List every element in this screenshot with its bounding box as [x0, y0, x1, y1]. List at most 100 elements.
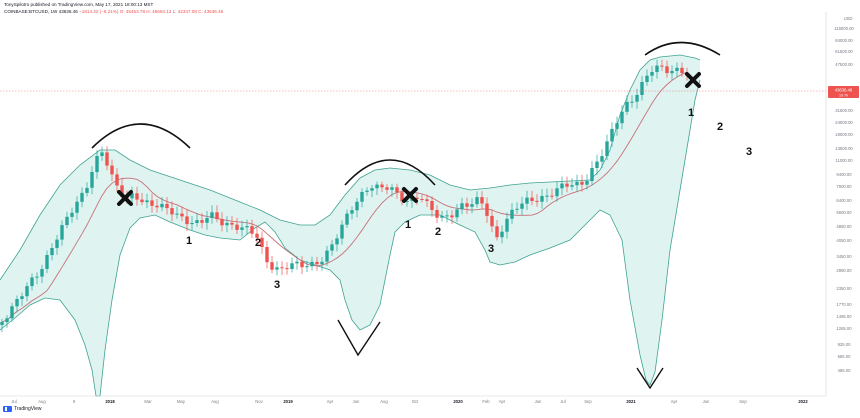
candle-body	[120, 185, 124, 197]
candle-body	[585, 181, 589, 185]
candle-body	[330, 244, 334, 251]
current-price-countdown: 1d 7h	[839, 94, 848, 98]
candle-body	[475, 197, 479, 205]
price-tick-label: 5600.00	[836, 210, 852, 215]
candle	[210, 205, 214, 224]
time-tick-label: Aug	[38, 399, 46, 404]
candle	[420, 194, 424, 203]
candle	[400, 188, 404, 206]
candle-body	[665, 66, 669, 74]
candle	[625, 95, 629, 115]
price-tick-label: 47500.00	[835, 62, 853, 67]
price-tick-label: 11000.00	[835, 158, 853, 163]
candle	[465, 197, 469, 214]
price-tick-label: 84000.00	[835, 38, 853, 43]
candle	[510, 203, 514, 224]
candle-body	[345, 213, 349, 225]
candle	[190, 216, 194, 231]
arc	[91, 123, 191, 149]
candle-body	[65, 216, 69, 226]
candle	[150, 193, 154, 213]
candle	[285, 262, 289, 275]
candle-body	[115, 174, 119, 186]
candle	[340, 220, 344, 245]
candle	[290, 257, 294, 273]
high-value: H: 46694.13	[146, 9, 172, 14]
candle	[255, 227, 259, 243]
candle	[655, 59, 659, 79]
time-tick-label: Nov	[255, 399, 263, 404]
wave-label: 3	[488, 243, 494, 255]
candle-body	[635, 95, 639, 102]
candle-body	[540, 196, 544, 202]
candle-body	[280, 267, 284, 269]
candle-body	[550, 195, 554, 197]
candle	[540, 189, 544, 209]
candle	[5, 315, 9, 328]
candle-body	[130, 193, 134, 199]
time-tick-label: Oct	[412, 399, 419, 404]
candle-body	[195, 220, 199, 223]
candle-body	[0, 322, 4, 325]
candle	[350, 206, 354, 220]
candle	[620, 105, 624, 130]
candle-body	[335, 238, 339, 245]
current-price-label: 43636.46	[835, 88, 853, 93]
candle-body	[440, 215, 444, 218]
price-tick-label: 485.00	[838, 368, 851, 373]
candle-body	[25, 286, 29, 297]
v-mark	[636, 367, 664, 390]
candle	[675, 62, 679, 78]
candle-body	[170, 208, 174, 215]
candle-body	[70, 212, 74, 217]
candle-body	[255, 233, 259, 238]
candle	[260, 231, 264, 254]
candle-body	[360, 192, 364, 202]
symbol: COINBASE:BTCUSD, 1W	[4, 9, 58, 14]
time-tick-label: Apr	[671, 399, 678, 404]
price-tick-label: 2950.00	[836, 268, 852, 273]
candle-body	[100, 152, 104, 156]
wave-label: 3	[274, 279, 280, 291]
time-tick-label: 2022	[798, 399, 808, 404]
candle	[25, 282, 29, 302]
tradingview-logo-text: TradingView	[14, 406, 42, 412]
time-tick-label: Apr	[499, 399, 506, 404]
candle	[615, 116, 619, 136]
candle	[15, 295, 19, 313]
candle	[585, 174, 589, 190]
price-tick-label: 4050.00	[836, 238, 852, 243]
candle	[70, 207, 74, 223]
tradingview-logo: TradingView	[3, 406, 42, 412]
candle-body	[355, 201, 359, 211]
candle-body	[135, 193, 139, 200]
candle	[650, 65, 654, 83]
candle-body	[565, 183, 569, 187]
candle-body	[105, 152, 109, 166]
candle-body	[485, 203, 489, 216]
candle	[295, 256, 299, 270]
candle-body	[430, 201, 434, 210]
candle	[310, 256, 314, 271]
candle	[305, 260, 309, 273]
candle-body	[380, 184, 384, 188]
candle-body	[75, 201, 79, 213]
last-price: 43636.46	[58, 9, 78, 14]
candle	[240, 220, 244, 237]
time-tick-label: Jun	[703, 399, 710, 404]
candle	[60, 220, 64, 246]
candle-body	[275, 267, 279, 270]
time-tick-label: May	[177, 399, 186, 404]
price-tick-label: 2350.00	[836, 286, 852, 291]
time-tick-label: Feb	[482, 399, 490, 404]
candle-body	[35, 276, 39, 278]
wave-label: 2	[717, 121, 723, 133]
candle-body	[680, 67, 684, 73]
candle	[220, 212, 224, 232]
candle-body	[595, 161, 599, 168]
candle	[355, 198, 359, 218]
candle-body	[385, 187, 389, 190]
candle	[435, 205, 439, 223]
candle-body	[610, 128, 614, 142]
